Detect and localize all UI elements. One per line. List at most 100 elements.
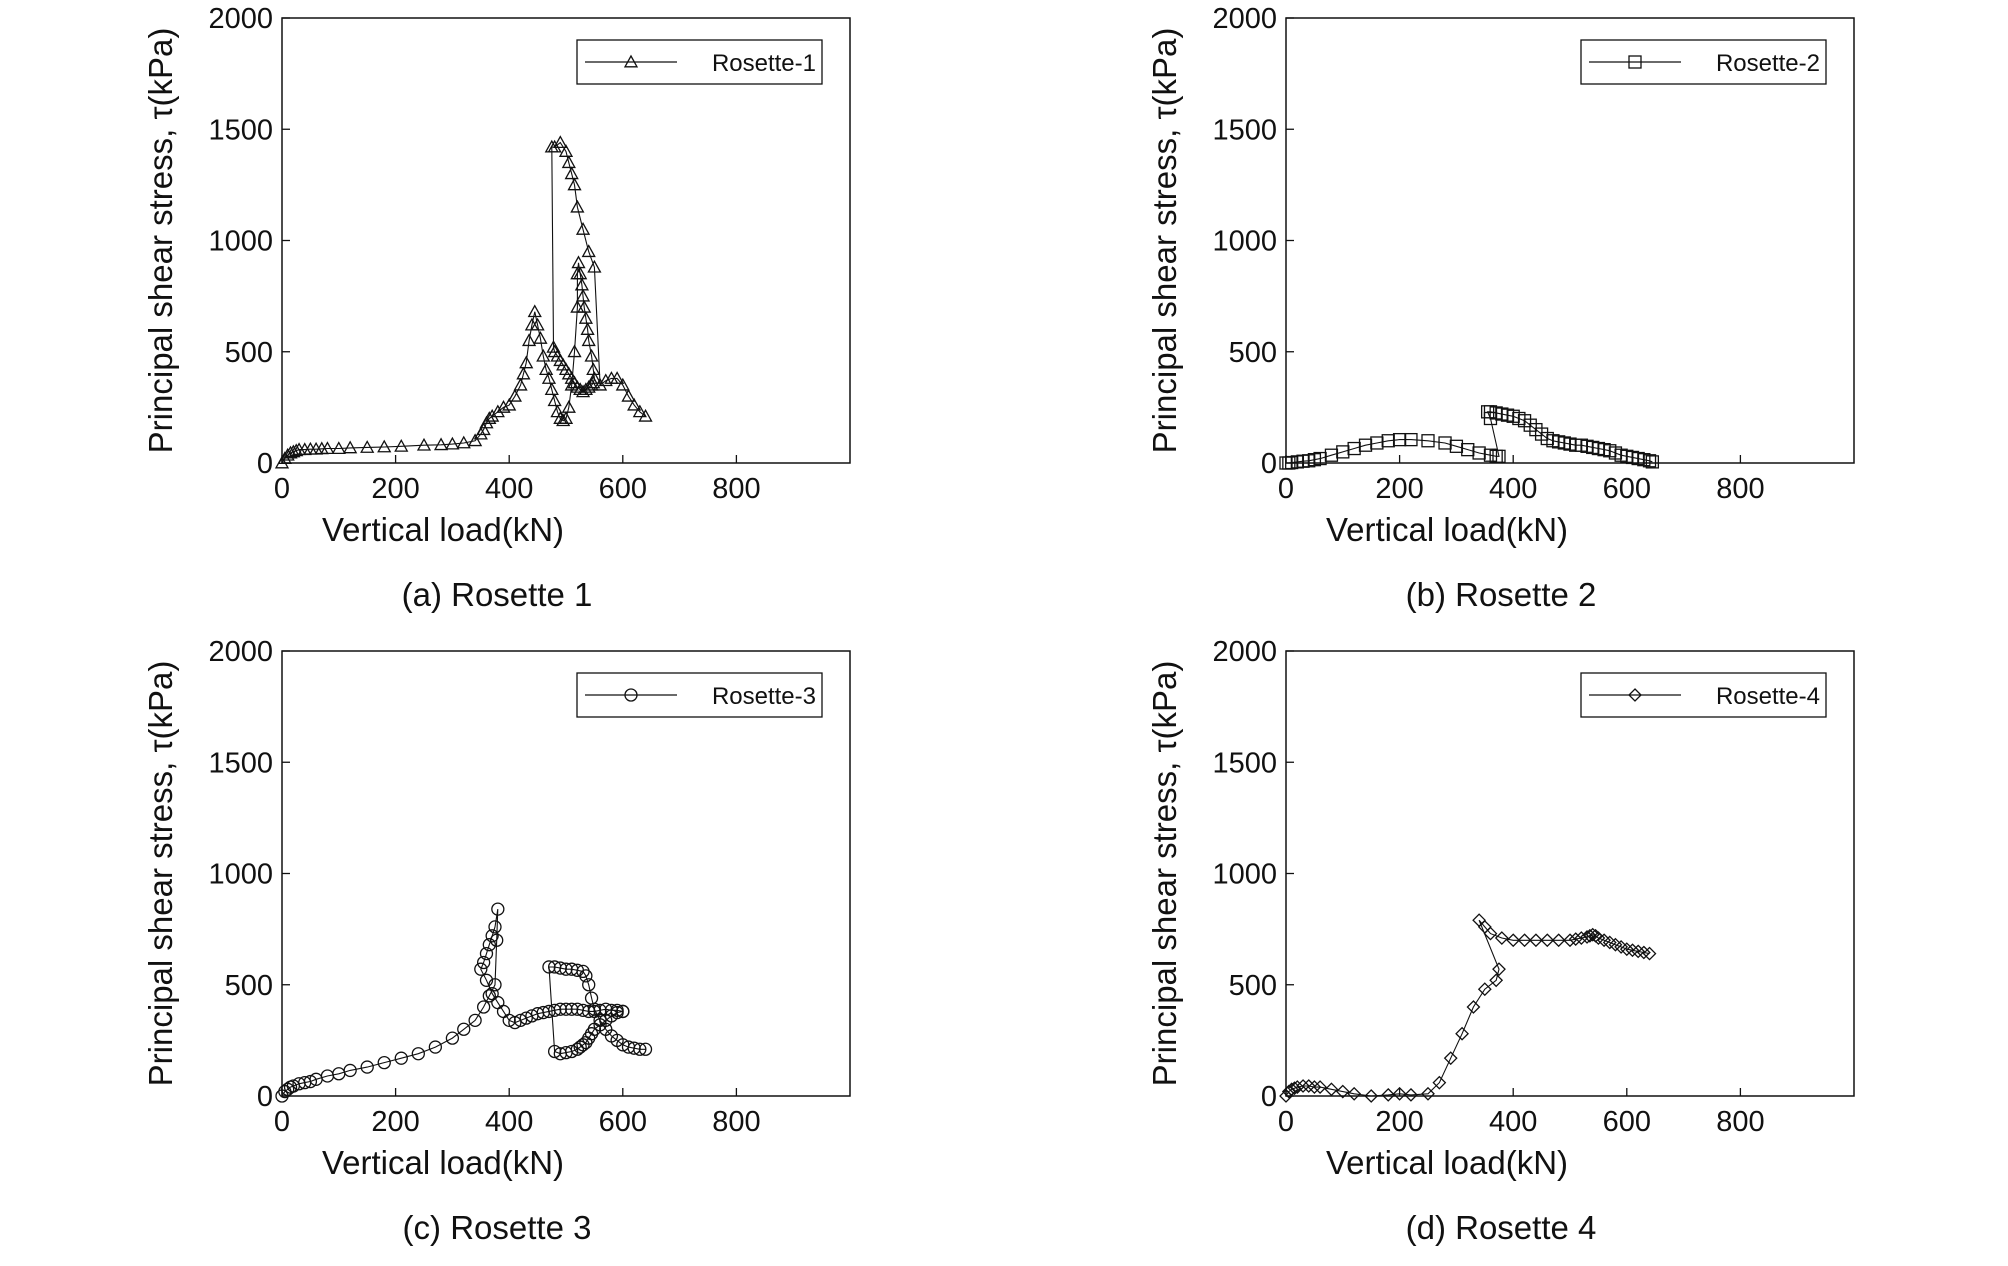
data-point — [627, 397, 642, 411]
data-point — [490, 933, 504, 947]
data-point — [377, 1055, 391, 1070]
x-tick-label: 400 — [1489, 473, 1537, 505]
x-axis-label: Vertical load(kN) — [322, 511, 564, 548]
data-point — [343, 440, 358, 454]
data-point — [1324, 1082, 1339, 1097]
data-point — [579, 969, 593, 983]
data-point — [567, 344, 582, 358]
data-point — [1492, 449, 1506, 463]
data-point — [1568, 932, 1583, 947]
data-point — [479, 946, 494, 961]
data-point — [574, 277, 590, 291]
x-tick-label: 0 — [1278, 473, 1294, 505]
x-tick-label: 200 — [371, 473, 419, 505]
data-point — [581, 380, 596, 393]
y-tick-label: 500 — [225, 970, 273, 1002]
data-point — [1313, 1080, 1327, 1095]
x-tick-label: 800 — [712, 1106, 760, 1138]
data-point — [1443, 1051, 1458, 1066]
chart-panel-rosette-3: 0 200 400 600 800 0 500 1000 1500 2000 Vertical lo… — [0, 633, 1004, 1266]
data-point — [1421, 434, 1435, 448]
data-point — [539, 362, 554, 376]
y-axis-label: Principal shear stress, τ(kPa) — [142, 28, 179, 454]
legend-marker — [623, 54, 639, 68]
y-tick-label: 1000 — [1212, 226, 1277, 258]
data-point — [587, 1002, 602, 1016]
data-point — [502, 397, 517, 411]
data-point — [479, 973, 494, 987]
plot-frame — [281, 650, 851, 1097]
plot-frame — [281, 17, 851, 464]
data-point — [476, 955, 491, 970]
data-point — [1287, 1081, 1302, 1096]
y-tick-label: 2000 — [208, 636, 273, 668]
data-point — [633, 1042, 647, 1056]
data-point — [1642, 454, 1657, 468]
chart-panel-rosette-1: 0 200 400 600 800 0 500 1000 1500 2000 Vertical lo… — [0, 0, 1004, 633]
data-point — [516, 366, 531, 380]
x-tick-label: 400 — [485, 1106, 533, 1138]
data-point — [1645, 455, 1660, 469]
x-tick-label: 0 — [274, 1106, 290, 1138]
data-point — [561, 155, 576, 169]
data-point — [570, 299, 585, 313]
y-axis-label: Principal shear stress, τ(kPa) — [1146, 28, 1183, 454]
data-point — [575, 384, 591, 398]
data-point — [1506, 933, 1521, 948]
legend-label: Rosette-1 — [712, 50, 816, 77]
chart-svg: 0 200 400 600 800 0 500 1000 1500 2000 Vertical lo… — [142, 636, 851, 1246]
panel-caption: (a) Rosette 1 — [402, 576, 593, 613]
y-axis-label: Principal shear stress, τ(kPa) — [1146, 661, 1183, 1087]
data-point — [567, 177, 582, 191]
y-tick-label: 2000 — [1212, 636, 1277, 668]
data-point — [476, 422, 491, 436]
series-markers — [1279, 405, 1660, 470]
data-point — [547, 393, 562, 407]
data-point — [1483, 926, 1498, 941]
data-point — [491, 902, 505, 916]
data-point — [394, 438, 409, 452]
series-markers — [1279, 913, 1657, 1103]
panel-caption: (d) Rosette 4 — [1406, 1209, 1597, 1246]
data-point — [1290, 1080, 1305, 1095]
data-point — [1642, 946, 1657, 961]
y-tick-label: 1000 — [1212, 859, 1277, 891]
y-tick-label: 1500 — [1212, 114, 1277, 146]
x-tick-label: 200 — [1375, 473, 1423, 505]
x-tick-label: 0 — [1278, 1106, 1294, 1138]
data-point — [553, 135, 568, 149]
data-point — [561, 400, 576, 413]
x-tick-label: 800 — [1716, 473, 1764, 505]
panel-caption: (c) Rosette 3 — [403, 1209, 592, 1246]
plot-frame — [1285, 650, 1855, 1097]
y-tick-label: 0 — [1261, 1081, 1277, 1113]
data-point — [638, 1042, 653, 1056]
data-point — [1619, 942, 1634, 957]
x-tick-label: 600 — [599, 1106, 647, 1138]
data-point — [320, 441, 335, 454]
data-point — [343, 1063, 357, 1078]
data-point — [496, 400, 511, 413]
data-point — [1625, 943, 1640, 958]
legend-box — [1580, 672, 1827, 718]
data-point — [433, 437, 449, 451]
data-point — [1296, 1079, 1310, 1093]
data-point — [1284, 1082, 1299, 1097]
data-point — [573, 382, 588, 396]
chart-svg: 0 200 400 600 800 0 500 1000 1500 2000 Vertical lo… — [142, 3, 851, 613]
data-point — [558, 144, 574, 157]
data-point — [474, 962, 488, 976]
y-tick-label: 1500 — [208, 747, 273, 779]
data-point — [468, 433, 483, 447]
series-line — [281, 141, 646, 464]
data-point — [377, 439, 392, 453]
y-tick-label: 2000 — [1212, 3, 1277, 35]
data-point — [573, 266, 588, 280]
chart-panel-rosette-2: 0 200 400 600 800 0 500 1000 1500 2000 Vertical lo… — [1004, 0, 2008, 633]
series-markers — [274, 135, 653, 469]
series-markers — [275, 902, 653, 1103]
data-point — [610, 371, 625, 384]
data-point — [573, 1040, 587, 1054]
data-point — [456, 435, 471, 449]
data-point — [1636, 945, 1651, 960]
